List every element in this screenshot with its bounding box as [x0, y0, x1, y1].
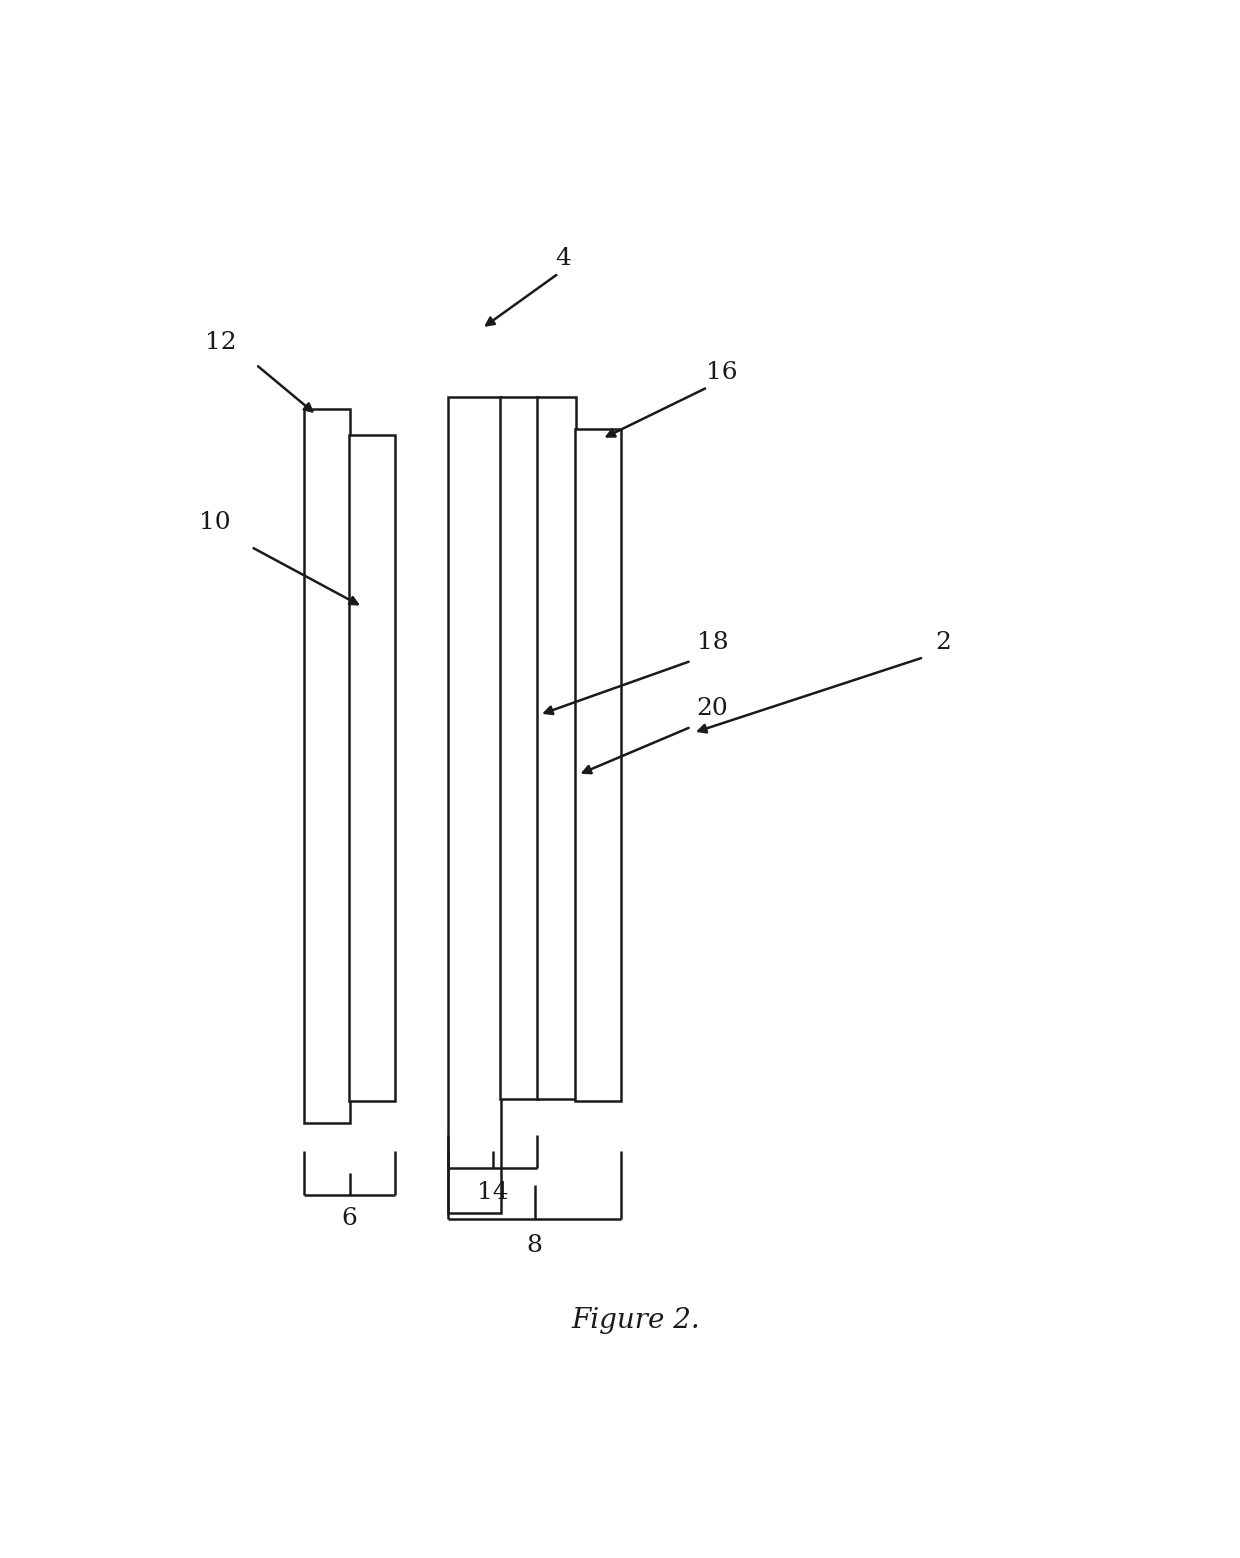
Text: 8: 8: [527, 1234, 543, 1257]
Text: 2: 2: [935, 631, 951, 654]
Text: 20: 20: [697, 698, 728, 720]
Text: Figure 2.: Figure 2.: [572, 1307, 699, 1334]
Bar: [304, 408, 350, 1123]
Text: 6: 6: [341, 1207, 357, 1231]
Text: 4: 4: [556, 248, 572, 271]
Text: 14: 14: [477, 1181, 510, 1204]
Text: 18: 18: [697, 631, 728, 654]
Bar: [500, 397, 538, 1098]
Bar: [575, 430, 621, 1102]
Text: 16: 16: [706, 361, 738, 385]
Text: 10: 10: [198, 511, 231, 534]
Bar: [448, 397, 501, 1212]
Bar: [350, 435, 396, 1102]
Text: 12: 12: [205, 332, 236, 354]
Bar: [537, 397, 575, 1098]
